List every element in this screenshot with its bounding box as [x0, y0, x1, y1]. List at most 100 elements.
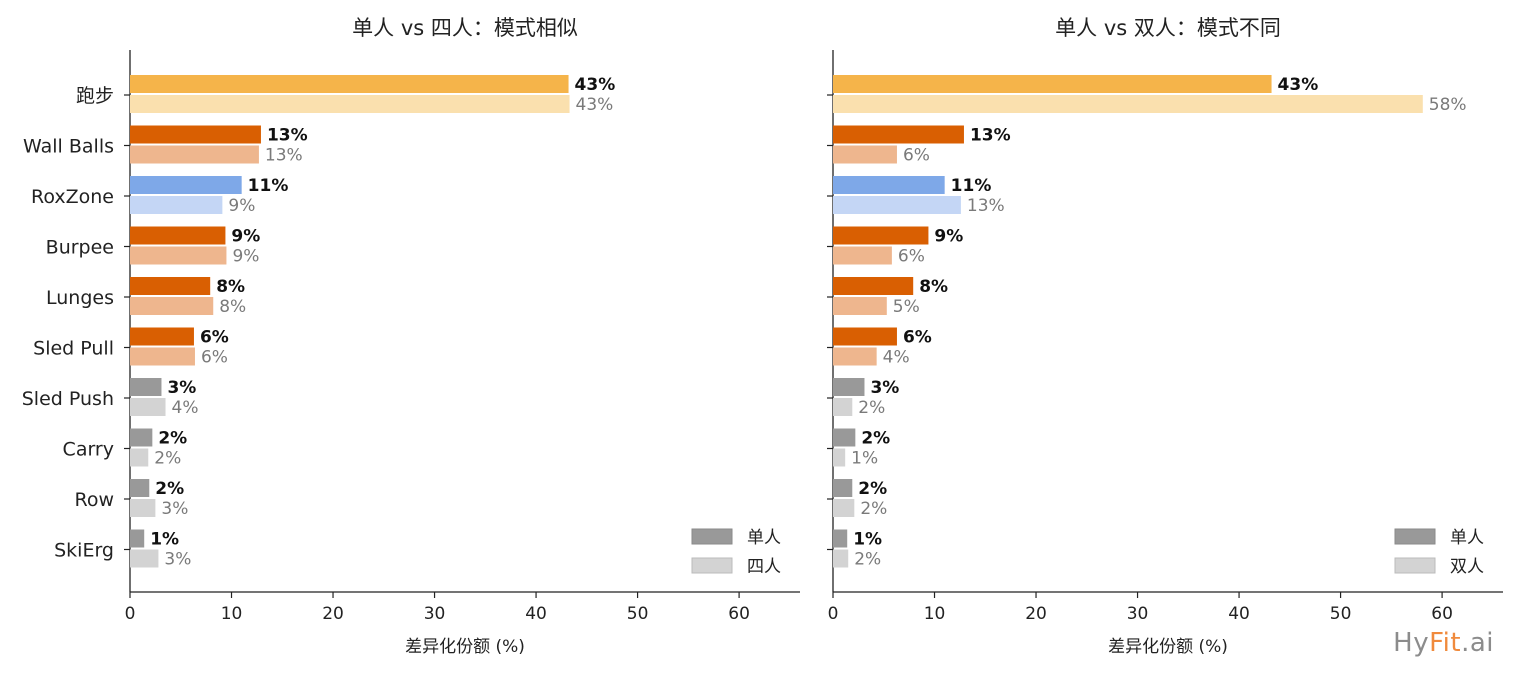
data-label-skierg-series-2: 3% — [164, 550, 191, 570]
data-label-burpee-series-1: 9% — [231, 227, 260, 247]
bar-跑步-series-2 — [130, 95, 570, 113]
watermark-logo: HyFit.ai — [1393, 628, 1494, 658]
category-label-carry: Carry — [63, 439, 114, 461]
chart-panel-1: 单人 vs 四人：模式相似 0 10 20 30 40 50 60 差异化份额 (%) 跑步 43%… — [22, 16, 800, 657]
bar-sled-push-series-2 — [130, 398, 166, 416]
category-label-sled-pull: Sled Pull — [33, 338, 114, 360]
data-label-roxzone-series-1: 11% — [951, 176, 992, 196]
legend-swatch-2 — [691, 557, 733, 574]
bar-carry-series-2 — [833, 448, 846, 467]
chart-panel-2: 单人 vs 双人：模式不同 0 10 20 30 40 50 60 差异化份额 (%) 43% 58… — [827, 16, 1503, 657]
legend-swatch-2 — [1394, 557, 1436, 574]
bar-跑步-series-1 — [833, 75, 1272, 93]
bar-row-series-1 — [833, 479, 853, 497]
data-label-wall-balls-series-1: 13% — [267, 126, 308, 146]
bar-sled-pull-series-2 — [833, 347, 877, 366]
bar-burpee-series-2 — [130, 246, 227, 265]
legend-label-1: 单人 — [1450, 528, 1484, 548]
data-label-carry-series-2: 1% — [851, 449, 878, 469]
data-label-跑步-series-1: 43% — [1278, 75, 1319, 95]
legend-swatch-1 — [691, 528, 733, 545]
bar-sled-pull-series-2 — [130, 347, 195, 366]
bar-sled-push-series-2 — [833, 398, 853, 416]
data-label-carry-series-1: 2% — [158, 429, 187, 449]
bar-跑步-series-1 — [130, 75, 569, 93]
data-label-skierg-series-2: 2% — [854, 550, 881, 570]
data-label-carry-series-2: 2% — [154, 449, 181, 469]
category-label-sled-push: Sled Push — [22, 388, 114, 410]
data-label-sled-push-series-2: 4% — [172, 398, 199, 418]
data-label-row-series-1: 2% — [858, 479, 887, 499]
bar-wall-balls-series-2 — [833, 145, 897, 164]
x-tick-label: 20 — [1025, 604, 1047, 624]
x-tick-label: 10 — [221, 604, 243, 624]
x-tick-label: 60 — [1431, 604, 1453, 624]
data-label-carry-series-1: 2% — [861, 429, 890, 449]
bar-lunges-series-1 — [833, 277, 914, 295]
bar-burpee-series-2 — [833, 246, 892, 265]
bar-wall-balls-series-2 — [130, 145, 259, 164]
data-label-burpee-series-1: 9% — [934, 227, 963, 247]
bar-skierg-series-1 — [833, 529, 848, 548]
x-tick-label: 0 — [125, 604, 136, 624]
data-label-wall-balls-series-2: 6% — [903, 146, 930, 166]
x-tick-label: 40 — [1228, 604, 1250, 624]
x-tick-label: 50 — [627, 604, 649, 624]
x-axis-label: 差异化份额 (%) — [405, 637, 525, 657]
data-label-wall-balls-series-1: 13% — [970, 126, 1011, 146]
bar-sled-pull-series-1 — [833, 327, 897, 346]
bar-carry-series-1 — [833, 428, 856, 447]
bar-跑步-series-2 — [833, 95, 1423, 113]
x-tick-label: 60 — [728, 604, 750, 624]
legend-swatch-1 — [1394, 528, 1436, 545]
watermark-part-ai: .ai — [1461, 628, 1494, 658]
data-label-burpee-series-2: 6% — [898, 247, 925, 267]
bar-lunges-series-2 — [130, 297, 214, 315]
category-label-roxzone: RoxZone — [31, 186, 114, 208]
bar-lunges-series-1 — [130, 277, 211, 295]
bar-carry-series-1 — [130, 428, 153, 447]
watermark-part-fit: Fit — [1429, 628, 1462, 658]
data-label-lunges-series-2: 5% — [893, 297, 920, 317]
data-label-sled-push-series-1: 3% — [167, 378, 196, 398]
data-label-row-series-2: 2% — [860, 499, 887, 519]
category-label-lunges: Lunges — [46, 287, 114, 309]
data-label-wall-balls-series-2: 13% — [265, 146, 303, 166]
data-label-sled-pull-series-1: 6% — [200, 328, 229, 348]
bar-roxzone-series-2 — [833, 196, 961, 214]
x-tick-label: 30 — [1127, 604, 1149, 624]
x-tick-label: 50 — [1330, 604, 1352, 624]
data-label-跑步-series-2: 43% — [576, 95, 614, 115]
bar-wall-balls-series-1 — [130, 125, 261, 144]
data-label-burpee-series-2: 9% — [232, 247, 259, 267]
bar-carry-series-2 — [130, 448, 149, 467]
data-label-sled-pull-series-2: 6% — [201, 348, 228, 368]
bar-roxzone-series-1 — [130, 176, 242, 194]
data-label-skierg-series-1: 1% — [853, 530, 882, 550]
chart-title: 单人 vs 双人：模式不同 — [1055, 16, 1281, 40]
bar-row-series-2 — [130, 499, 156, 517]
data-label-lunges-series-1: 8% — [216, 277, 245, 297]
category-label-burpee: Burpee — [46, 237, 114, 259]
data-label-roxzone-series-2: 9% — [228, 196, 255, 216]
bar-lunges-series-2 — [833, 297, 887, 315]
legend-label-2: 双人 — [1450, 557, 1484, 577]
bar-roxzone-series-2 — [130, 196, 223, 214]
data-label-跑步-series-1: 43% — [575, 75, 616, 95]
data-label-row-series-2: 3% — [161, 499, 188, 519]
data-label-roxzone-series-2: 13% — [967, 196, 1005, 216]
data-label-sled-pull-series-2: 4% — [883, 348, 910, 368]
bar-skierg-series-2 — [833, 549, 849, 568]
bar-skierg-series-2 — [130, 549, 159, 568]
bar-burpee-series-1 — [130, 226, 226, 245]
watermark-part-hy: Hy — [1393, 628, 1430, 658]
category-label-跑步: 跑步 — [76, 85, 114, 107]
data-label-lunges-series-1: 8% — [919, 277, 948, 297]
data-label-row-series-1: 2% — [155, 479, 184, 499]
data-label-sled-pull-series-1: 6% — [903, 328, 932, 348]
bar-burpee-series-1 — [833, 226, 929, 245]
data-label-skierg-series-1: 1% — [150, 530, 179, 550]
legend-label-2: 四人 — [747, 557, 781, 577]
